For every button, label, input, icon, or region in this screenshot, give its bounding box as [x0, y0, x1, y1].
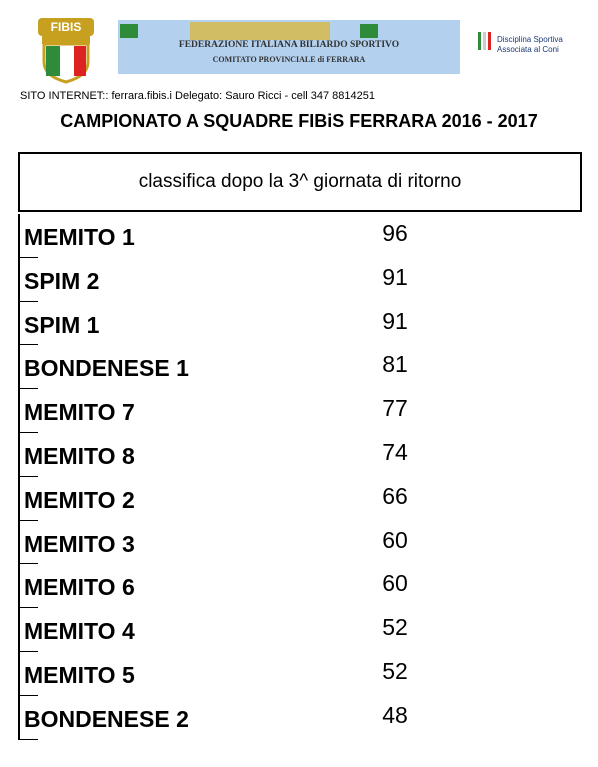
team-name: BONDENESE 2 [24, 705, 189, 732]
table-row: MEMITO 1 96 [20, 214, 582, 258]
table-row: BONDENESE 1 81 [20, 345, 582, 390]
table-row: BONDENESE 2 48 [20, 696, 582, 740]
team-points: 74 [382, 438, 408, 465]
team-name: MEMITO 8 [24, 442, 135, 469]
team-name: MEMITO 7 [24, 399, 135, 426]
table-row: MEMITO 2 66 [20, 477, 582, 521]
coni-line2: Associata al Coni [497, 45, 559, 54]
team-points: 66 [382, 482, 408, 509]
row-rule [20, 344, 38, 346]
team-points: 52 [382, 657, 408, 684]
header-logos: FIBIS FEDERAZIONE ITALIANA BILIARDO SPOR… [38, 18, 563, 84]
row-rule [20, 300, 38, 302]
page-title: CAMPIONATO A SQUADRE FIBiS FERRARA 2016 … [60, 111, 538, 131]
team-points: 91 [382, 307, 408, 334]
row-rule [20, 738, 38, 740]
coni-line1: Disciplina Sportiva [497, 35, 563, 44]
team-points: 52 [382, 614, 408, 641]
row-rule [20, 431, 38, 433]
team-name: MEMITO 4 [24, 618, 135, 645]
team-name: MEMITO 2 [24, 486, 135, 513]
row-rule [20, 650, 38, 652]
row-rule [20, 694, 38, 696]
svg-text:FIBIS: FIBIS [51, 20, 82, 34]
team-points: 48 [382, 701, 408, 728]
team-name: MEMITO 5 [24, 661, 135, 688]
fibis-shield-logo: FIBIS [38, 18, 94, 84]
row-rule [20, 388, 38, 390]
team-points: 60 [382, 526, 408, 553]
info-line: SITO INTERNET:: ferrara.fibis.i Delegato… [20, 90, 376, 102]
team-name: MEMITO 3 [24, 530, 135, 557]
table-row: MEMITO 5 52 [20, 652, 582, 696]
banner-line2: COMITATO PROVINCIALE di FERRARA [213, 55, 366, 64]
team-name: SPIM 1 [24, 311, 100, 338]
team-name: MEMITO 1 [24, 224, 135, 250]
table-row: MEMITO 4 52 [20, 608, 582, 652]
team-points: 81 [382, 351, 408, 378]
table-header: classifica dopo la 3^ giornata di ritorn… [18, 152, 582, 212]
standings-table: MEMITO 1 96 SPIM 2 91 SPIM 1 91 BONDENESE 1 81 M… [18, 214, 582, 740]
table-row: MEMITO 6 60 [20, 564, 582, 609]
table-row: SPIM 1 91 [20, 302, 582, 346]
coni-logo: Disciplina Sportiva Associata al Coni [478, 32, 563, 54]
row-rule [20, 475, 38, 477]
table-row: MEMITO 3 60 [20, 521, 582, 565]
table-row: SPIM 2 91 [20, 258, 582, 302]
row-rule [20, 607, 38, 609]
table-row: MEMITO 7 77 [20, 389, 582, 433]
row-rule [20, 256, 38, 258]
team-name: BONDENESE 1 [24, 355, 189, 382]
fibis-banner: FEDERAZIONE ITALIANA BILIARDO SPORTIVO C… [118, 20, 460, 74]
row-rule [20, 519, 38, 521]
team-points: 91 [382, 263, 408, 290]
table-row: MEMITO 8 74 [20, 433, 582, 477]
team-points: 60 [382, 570, 408, 597]
team-points: 96 [382, 220, 408, 246]
row-rule [20, 563, 38, 565]
team-name: SPIM 2 [24, 267, 100, 294]
team-points: 77 [382, 395, 408, 422]
banner-line1: FEDERAZIONE ITALIANA BILIARDO SPORTIVO [179, 40, 399, 50]
team-name: MEMITO 6 [24, 574, 135, 601]
